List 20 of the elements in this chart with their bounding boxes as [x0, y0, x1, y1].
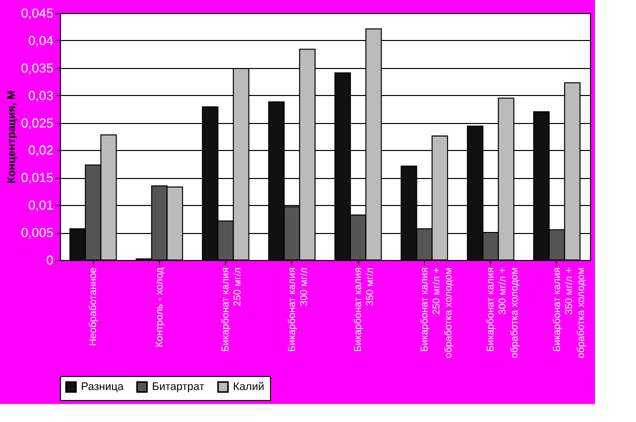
- y-tick-label: 0,015: [20, 170, 54, 186]
- y-tick-label: 0,02: [28, 142, 54, 158]
- y-tick-label: 0,025: [20, 115, 54, 130]
- x-tick-label: Бикарбонат калия 250 мг/л: [220, 267, 244, 352]
- x-tick-label: Бикарбонат калия 250 мг/л + обработка холодом: [419, 267, 454, 358]
- y-tick-label: 0,01: [28, 198, 54, 213]
- legend-label: Калий: [233, 381, 264, 393]
- y-tick-label: 0,045: [20, 6, 54, 20]
- x-tick-label: Необработанное: [88, 267, 100, 346]
- legend-label: Разница: [81, 381, 125, 393]
- y-tick-label: 0,035: [20, 60, 54, 76]
- x-tick-label: Бикарбонат калия 300 мг/л: [286, 267, 310, 352]
- legend-label: Битартрат: [152, 381, 204, 393]
- y-axis-title: Концентрация, М: [6, 90, 18, 184]
- y-tick-label: 0,005: [20, 225, 54, 240]
- x-tick-label: Бикарбонат калия 350 мг/л: [353, 267, 376, 352]
- y-tick-label: 0,04: [28, 32, 54, 48]
- y-tick-label: 0: [46, 252, 54, 268]
- y-tick-label: 0,03: [28, 88, 54, 103]
- x-tick-label: Контроль - холод: [154, 267, 166, 348]
